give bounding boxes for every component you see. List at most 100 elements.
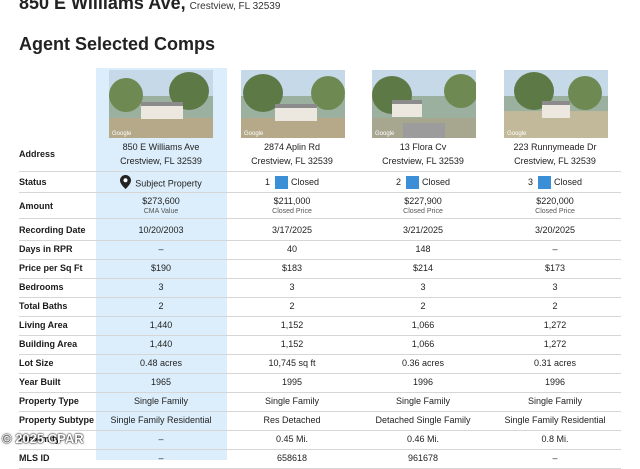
row-divider [19, 354, 621, 355]
cell-building-area: 1,272 [543, 339, 567, 349]
subject-status[interactable]: Subject Property [96, 175, 227, 193]
status-number: 3 [527, 177, 533, 187]
closed-status-icon [406, 176, 419, 190]
row-label-status: Status [19, 177, 47, 187]
cell-bedrooms: 3 [552, 282, 558, 292]
closed-status-icon [275, 176, 288, 190]
row-label-bedrooms: Bedrooms [19, 282, 64, 292]
cell-living-area: 1,152 [280, 320, 304, 330]
cell-recording-date: 3/20/2025 [534, 225, 576, 235]
cell-price-per-sqft: $214 [412, 263, 434, 273]
cell-lot-size: 0.31 acres [533, 358, 577, 368]
cell-recording-date: 3/17/2025 [271, 225, 313, 235]
status-label: Subject Property [135, 178, 202, 189]
row-divider [19, 335, 621, 336]
cell-building-area: 1,152 [280, 339, 304, 349]
comp-2-status[interactable]: 2 Closed [358, 175, 489, 190]
cell-days-in-rpr: 40 [286, 244, 297, 254]
subject-property-photo: Google [109, 70, 213, 138]
row-divider [19, 297, 621, 298]
cell-living-area: 1,440 [149, 320, 173, 330]
comp-3-status[interactable]: 3 Closed [490, 175, 621, 190]
cell-total-baths: 2 [420, 301, 426, 311]
cell-mls-id: – [552, 453, 558, 463]
cell-property-type: Single Family [395, 396, 451, 406]
cell-mls-id: – [158, 453, 164, 463]
row-divider [19, 259, 621, 260]
row-label-living-area: Living Area [19, 320, 68, 330]
status-number: 1 [264, 177, 270, 187]
row-divider [19, 430, 621, 431]
photo-watermark: Google [112, 131, 132, 137]
cell-property-type: Single Family [133, 396, 189, 406]
cell-recording-date: 3/21/2025 [402, 225, 444, 235]
amount-caption: Closed Price [403, 208, 443, 215]
row-divider [19, 316, 621, 317]
cell-bedrooms: 3 [158, 282, 164, 292]
cell-lot-size: 0.36 acres [401, 358, 445, 368]
map-pin-icon [120, 175, 132, 193]
row-label-property-type: Property Type [19, 396, 79, 406]
subject-address-line2: Crestview, FL 32539 [120, 156, 202, 166]
status-label: Closed [554, 177, 583, 187]
status-number: 2 [395, 177, 401, 187]
comp-1-status[interactable]: 1 Closed [227, 175, 358, 190]
row-label-price-per-sqft: Price per Sq Ft [19, 263, 83, 273]
row-label-building-area: Building Area [19, 339, 78, 349]
row-label-mls-id: MLS ID [19, 453, 50, 463]
comp-1-address-line1: 2874 Aplin Rd [263, 142, 321, 152]
cell-property-type: Single Family [527, 396, 583, 406]
photo-watermark: Google [244, 131, 264, 137]
cell-days-in-rpr: – [552, 244, 558, 254]
subject-amount: $273,600 [142, 196, 180, 206]
cell-proximity: 0.8 Mi. [541, 434, 569, 444]
comp-3-amount: $220,000 [536, 196, 574, 206]
cell-proximity: 0.46 Mi. [406, 434, 439, 444]
cell-year-built: 1996 [544, 377, 566, 387]
cell-year-built: 1995 [281, 377, 303, 387]
cell-property-type: Single Family [264, 396, 320, 406]
comp-1-address-line2: Crestview, FL 32539 [251, 156, 333, 166]
comp-2-amount: $227,900 [404, 196, 442, 206]
cell-bedrooms: 3 [420, 282, 426, 292]
cell-property-subtype: Detached Single Family [375, 415, 471, 425]
cell-price-per-sqft: $183 [281, 263, 303, 273]
comp-1-amount: $211,000 [273, 196, 311, 206]
row-label-property-subtype: Property Subtype [19, 415, 95, 425]
page-header: 850 E Williams Ave, Crestview, FL 32539 [19, 0, 280, 14]
comp-2-photo: Google [372, 70, 476, 138]
subject-address-title: 850 E Williams Ave, [19, 0, 186, 13]
comp-2-address-line2: Crestview, FL 32539 [382, 156, 464, 166]
cell-proximity: – [158, 434, 164, 444]
cell-building-area: 1,066 [411, 339, 435, 349]
row-divider [19, 411, 621, 412]
row-divider [19, 278, 621, 279]
cell-year-built: 1996 [412, 377, 434, 387]
cell-mls-id: 961678 [407, 453, 439, 463]
cell-property-subtype: Single Family Residential [504, 415, 606, 425]
status-label: Closed [422, 177, 451, 187]
cell-total-baths: 2 [158, 301, 164, 311]
row-divider [19, 449, 621, 450]
comp-3-address-line2: Crestview, FL 32539 [514, 156, 596, 166]
row-divider [19, 171, 621, 172]
row-label-recording-date: Recording Date [19, 225, 86, 235]
subject-address-line1: 850 E Williams Ave [122, 142, 200, 152]
cell-total-baths: 2 [552, 301, 558, 311]
copyright-watermark: © 2025 CPAR [2, 431, 84, 446]
cell-mls-id: 658618 [276, 453, 308, 463]
row-divider [19, 218, 621, 219]
row-divider [19, 373, 621, 374]
row-label-address: Address [19, 149, 56, 159]
cell-proximity: 0.45 Mi. [275, 434, 308, 444]
cell-total-baths: 2 [289, 301, 295, 311]
cell-lot-size: 10,745 sq ft [268, 358, 316, 368]
comp-2-address-line1: 13 Flora Cv [399, 142, 447, 152]
section-title: Agent Selected Comps [19, 34, 216, 54]
row-label-lot-size: Lot Size [19, 358, 54, 368]
cell-days-in-rpr: 148 [415, 244, 431, 254]
row-divider [19, 240, 621, 241]
cell-year-built: 1965 [150, 377, 172, 387]
comp-3-address-line1: 223 Runnymeade Dr [513, 142, 597, 152]
row-label-year-built: Year Built [19, 377, 61, 387]
